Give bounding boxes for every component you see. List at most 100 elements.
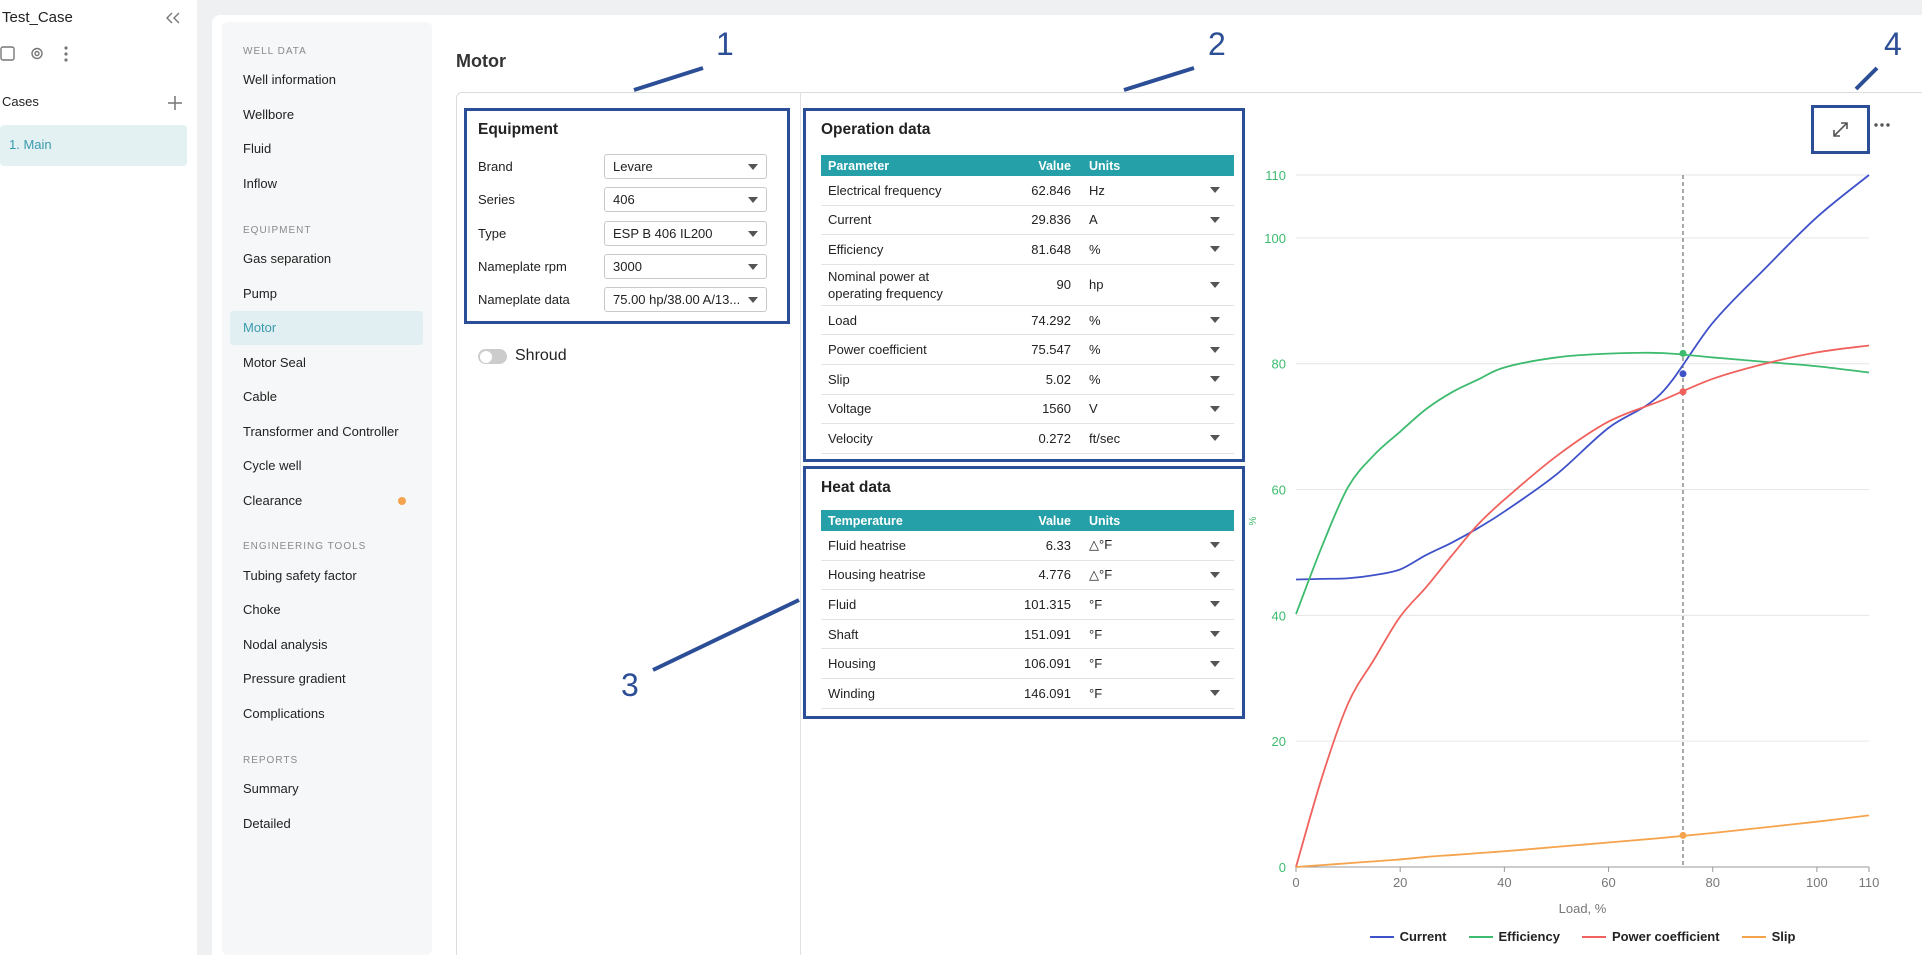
units-cell[interactable]: A [1089, 212, 1098, 228]
column-header: Parameter [828, 158, 890, 173]
legend-item[interactable]: Efficiency [1468, 929, 1560, 944]
units-caret[interactable] [1210, 601, 1220, 608]
units-caret[interactable] [1210, 216, 1220, 223]
nav-item[interactable]: Motor [243, 320, 277, 336]
units-caret[interactable] [1210, 405, 1220, 412]
add-case-icon[interactable] [165, 93, 185, 113]
units-cell[interactable]: Hz [1089, 182, 1105, 198]
units-cell[interactable]: △°F [1089, 566, 1113, 582]
select[interactable]: 406 [604, 187, 767, 213]
select[interactable]: ESP B 406 IL200 [604, 220, 767, 246]
units-cell[interactable]: °F [1089, 626, 1103, 642]
units-cell[interactable]: % [1089, 312, 1101, 328]
legend-swatch [1369, 935, 1394, 938]
save-icon[interactable] [0, 46, 15, 61]
legend-label: Power coefficient [1611, 929, 1720, 944]
nav-item[interactable]: Inflow [243, 175, 277, 191]
case-item[interactable]: 1. Main [0, 125, 187, 166]
annotation-number: 4 [1884, 26, 1902, 62]
nav-item[interactable]: Choke [243, 602, 281, 618]
nav-item[interactable]: Detailed [243, 815, 291, 831]
param-cell: Shaft [828, 626, 859, 642]
nav-item[interactable]: Pressure gradient [243, 671, 346, 687]
units-cell[interactable]: % [1089, 342, 1101, 358]
nav-item[interactable]: Tubing safety factor [243, 567, 357, 583]
nav-item[interactable]: Nodal analysis [243, 636, 328, 652]
nav-item[interactable]: Gas separation [243, 251, 332, 267]
legend-label: Efficiency [1498, 929, 1560, 944]
table-row: Housing heatrise 4.776 △°F [821, 561, 1234, 591]
units-cell[interactable]: V [1089, 401, 1098, 417]
param-cell: Efficiency [828, 241, 884, 257]
param-cell: Electrical frequency [828, 182, 942, 198]
nav-item[interactable]: Clearance [243, 492, 303, 508]
units-caret[interactable] [1210, 346, 1220, 353]
units-caret[interactable] [1210, 571, 1220, 578]
legend-item[interactable]: Current [1369, 929, 1447, 944]
select-value: ESP B 406 IL200 [613, 225, 713, 241]
value-cell: 90 [1056, 277, 1071, 293]
nav-item[interactable]: Transformer and Controller [243, 423, 399, 439]
value-cell: 74.292 [1031, 312, 1071, 328]
collapse-icon[interactable] [166, 12, 180, 24]
value-cell: 1560 [1042, 401, 1071, 417]
units-cell[interactable]: °F [1089, 596, 1103, 612]
nav-item[interactable]: Motor Seal [243, 354, 306, 370]
units-caret[interactable] [1210, 187, 1220, 194]
units-caret[interactable] [1210, 542, 1220, 549]
select[interactable]: 3000 [604, 253, 767, 279]
units-cell[interactable]: hp [1089, 277, 1104, 293]
table-row: Electrical frequency 62.846 Hz [821, 176, 1234, 206]
case-label: 1. Main [9, 137, 52, 152]
units-cell[interactable]: ft/sec [1089, 430, 1121, 446]
more-icon[interactable] [1872, 120, 1896, 130]
units-cell[interactable]: △°F [1089, 537, 1113, 553]
table-row: Velocity 0.272 ft/sec [821, 424, 1234, 454]
legend-item[interactable]: Slip [1741, 929, 1795, 944]
units-caret[interactable] [1210, 281, 1220, 288]
nav-item[interactable]: Well information [243, 72, 336, 88]
units-caret[interactable] [1210, 246, 1220, 253]
table-row: Nominal power at operating frequency 90 hp [821, 265, 1234, 306]
column-header: Units [1089, 158, 1121, 173]
divider [800, 93, 801, 955]
nav-flag [398, 496, 406, 505]
param-cell: Nominal power at operating frequency [828, 268, 943, 301]
table-row: Fluid heatrise 6.33 △°F [821, 531, 1234, 561]
units-cell[interactable]: °F [1089, 685, 1103, 701]
expand-icon[interactable] [1814, 108, 1867, 151]
units-cell[interactable]: °F [1089, 656, 1103, 672]
units-cell[interactable]: % [1089, 241, 1101, 257]
nav-item[interactable]: Complications [243, 705, 325, 721]
table-row: Housing 106.091 °F [821, 649, 1234, 679]
units-caret[interactable] [1210, 317, 1220, 324]
units-caret[interactable] [1210, 435, 1220, 442]
table-header: Temperature Value Units [821, 510, 1234, 531]
table-header: Parameter Value Units [821, 155, 1234, 176]
column-header: Temperature [828, 513, 903, 528]
nav-item[interactable]: Wellbore [243, 106, 295, 122]
field-label: Nameplate data [478, 292, 570, 308]
value-cell: 5.02 [1045, 371, 1071, 387]
legend-item[interactable]: Power coefficient [1581, 929, 1720, 944]
toggle-knob [479, 350, 492, 363]
equipment-box: Equipment Brand Levare Series 406 Type ESP B 4… [464, 108, 790, 324]
units-caret[interactable] [1210, 690, 1220, 697]
nav-item[interactable]: Summary [243, 781, 299, 796]
units-caret[interactable] [1210, 631, 1220, 638]
nav-item[interactable]: Cycle well [243, 458, 302, 474]
legend-swatch [1581, 935, 1606, 938]
select-caret [748, 164, 758, 170]
units-caret[interactable] [1210, 660, 1220, 667]
units-cell[interactable]: % [1089, 371, 1101, 387]
param-cell: Slip [828, 371, 850, 387]
settings-icon[interactable] [31, 47, 43, 60]
nav-item[interactable]: Pump [243, 285, 277, 301]
select-caret [748, 197, 758, 204]
select[interactable]: 75.00 hp/38.00 A/13... [604, 287, 767, 313]
shroud-toggle[interactable] [478, 349, 507, 364]
nav-item[interactable]: Cable [243, 389, 277, 405]
select[interactable]: Levare [604, 154, 767, 179]
nav-item[interactable]: Fluid [243, 141, 272, 157]
units-caret[interactable] [1210, 376, 1220, 383]
